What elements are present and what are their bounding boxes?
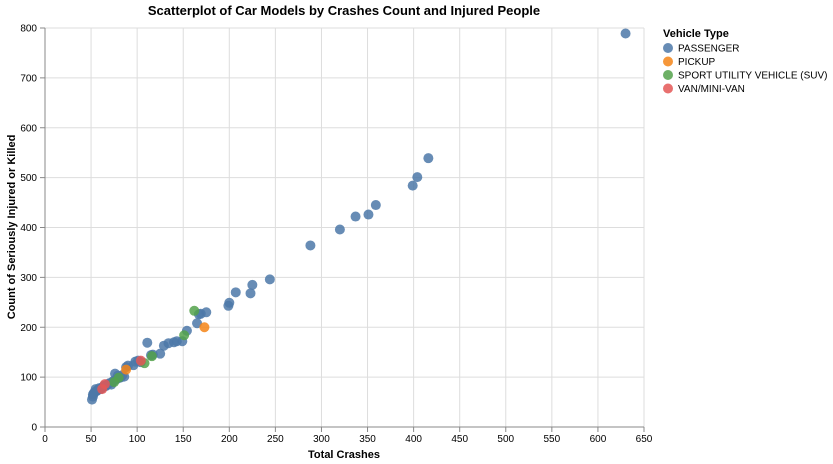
y-tick-label: 0 [31, 423, 37, 434]
data-point [192, 318, 203, 329]
legend: Vehicle Type PASSENGER PICKUP SPORT UTILIT… [663, 28, 827, 95]
data-point [199, 322, 210, 333]
x-tick-label: 400 [405, 434, 422, 445]
y-tick-label: 800 [20, 24, 37, 35]
grid [44, 27, 645, 428]
data-point [155, 348, 166, 359]
data-point [230, 287, 241, 298]
data-point [86, 394, 97, 405]
data-point [97, 384, 108, 395]
data-point [135, 355, 146, 366]
x-tick-label: 50 [86, 434, 98, 445]
data-point [109, 377, 120, 388]
legend-label: PASSENGER [678, 44, 740, 55]
data-point [179, 330, 190, 341]
x-tick-label: 200 [221, 434, 238, 445]
legend-symbol [663, 83, 673, 94]
legend-label: PICKUP [678, 57, 716, 68]
axes: 0 50 100 150 200 250 300 350 400 450 500 550 600 650 0… [20, 24, 652, 446]
x-tick-label: 100 [129, 434, 146, 445]
x-tick-label: 550 [544, 434, 561, 445]
legend-label: SPORT UTILITY VEHICLE (SUV) [678, 71, 827, 82]
data-point [158, 340, 169, 351]
data-points [86, 28, 631, 405]
legend-label: VAN/MINI-VAN [678, 84, 745, 95]
x-axis-title: Total Crashes [308, 449, 380, 461]
x-tick-label: 450 [451, 434, 468, 445]
legend-title: Vehicle Type [663, 28, 729, 40]
data-point [363, 209, 374, 220]
data-point [189, 305, 200, 316]
x-tick-label: 650 [636, 434, 653, 445]
data-point [407, 180, 418, 191]
y-axis-title: Count of Seriously Injured or Killed [6, 135, 18, 320]
data-point [146, 351, 157, 362]
x-tick-label: 600 [590, 434, 607, 445]
x-tick-label: 300 [313, 434, 330, 445]
data-point [412, 172, 423, 183]
y-tick-label: 200 [20, 323, 37, 334]
data-point [247, 279, 258, 290]
x-tick-label: 350 [359, 434, 376, 445]
data-point [264, 274, 275, 285]
data-point [142, 337, 153, 348]
chart-title: Scatterplot of Car Models by Crashes Cou… [148, 3, 540, 18]
data-point [121, 364, 132, 375]
x-tick-label: 0 [42, 434, 48, 445]
data-point [245, 288, 256, 299]
data-point [223, 300, 234, 311]
data-point [370, 200, 381, 211]
y-tick-label: 500 [20, 173, 37, 184]
legend-symbol [663, 56, 673, 67]
y-tick-label: 700 [20, 73, 37, 84]
x-tick-label: 150 [175, 434, 192, 445]
data-point [334, 224, 345, 235]
legend-symbol [663, 70, 673, 80]
y-tick-label: 400 [20, 223, 37, 234]
data-point [305, 240, 316, 251]
data-point [620, 28, 631, 39]
y-tick-label: 300 [20, 273, 37, 284]
x-tick-label: 250 [267, 434, 284, 445]
legend-symbol [663, 43, 673, 53]
y-tick-label: 100 [20, 373, 37, 384]
y-tick-label: 600 [20, 123, 37, 134]
x-tick-label: 500 [497, 434, 514, 445]
data-point [423, 153, 434, 164]
data-point [350, 211, 361, 222]
